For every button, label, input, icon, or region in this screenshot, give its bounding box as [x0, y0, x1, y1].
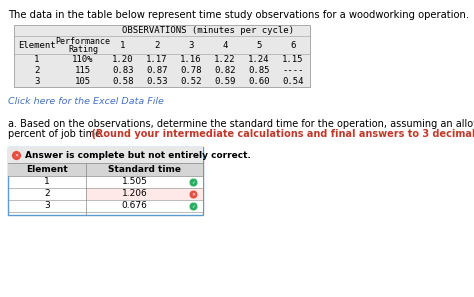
Text: 115: 115	[75, 66, 91, 75]
Text: 1.17: 1.17	[146, 55, 168, 64]
Text: 0.58: 0.58	[112, 77, 134, 86]
Text: Performance: Performance	[55, 37, 110, 45]
Text: 1: 1	[34, 55, 40, 64]
Text: 1.20: 1.20	[112, 55, 134, 64]
Bar	[86, 163, 203, 176]
Text: 0.53: 0.53	[146, 77, 168, 86]
Text: 1: 1	[120, 40, 126, 50]
Bar	[8, 147, 203, 215]
Text: 110%: 110%	[72, 55, 94, 64]
Text: 1.505: 1.505	[121, 178, 147, 187]
Text: Click here for the Excel Data File: Click here for the Excel Data File	[8, 97, 164, 106]
Text: The data in the table below represent time study observations for a woodworking : The data in the table below represent ti…	[8, 10, 469, 20]
Text: 0.676: 0.676	[121, 201, 147, 211]
Text: 1: 1	[44, 178, 50, 187]
Text: 1.15: 1.15	[282, 55, 304, 64]
Text: ✓: ✓	[191, 203, 195, 208]
Text: 1.16: 1.16	[180, 55, 202, 64]
Text: ✓: ✓	[191, 179, 195, 184]
Text: 3: 3	[44, 201, 50, 211]
Text: 1.24: 1.24	[248, 55, 270, 64]
Bar	[86, 200, 203, 212]
Bar	[86, 188, 203, 200]
Text: ✕: ✕	[14, 152, 18, 157]
Text: 1.206: 1.206	[122, 189, 147, 198]
Text: 0.78: 0.78	[180, 66, 202, 75]
Text: 0.60: 0.60	[248, 77, 270, 86]
Text: a. Based on the observations, determine the standard time for the operation, ass: a. Based on the observations, determine …	[8, 119, 474, 129]
Text: 5: 5	[256, 40, 262, 50]
Text: Rating: Rating	[68, 45, 98, 55]
Text: 2: 2	[44, 189, 50, 198]
Text: 2: 2	[34, 66, 40, 75]
Text: OBSERVATIONS (minutes per cycle): OBSERVATIONS (minutes per cycle)	[122, 26, 294, 35]
Bar	[14, 25, 310, 87]
Bar	[8, 147, 203, 163]
Text: Element: Element	[18, 40, 56, 50]
Text: Standard time: Standard time	[108, 165, 181, 174]
Text: 0.85: 0.85	[248, 66, 270, 75]
Text: ✕: ✕	[191, 192, 195, 197]
Text: ----: ----	[282, 66, 304, 75]
Text: 0.83: 0.83	[112, 66, 134, 75]
Text: (Round your intermediate calculations and final answers to 3 decimal places.): (Round your intermediate calculations an…	[88, 129, 474, 139]
Bar	[8, 163, 86, 176]
Text: Element: Element	[26, 165, 68, 174]
Text: 1.22: 1.22	[214, 55, 236, 64]
Text: 0.82: 0.82	[214, 66, 236, 75]
Bar	[86, 176, 203, 188]
Text: 0.52: 0.52	[180, 77, 202, 86]
Text: 6: 6	[290, 40, 296, 50]
Text: 105: 105	[75, 77, 91, 86]
Text: 3: 3	[188, 40, 194, 50]
Text: 3: 3	[34, 77, 40, 86]
Text: 0.59: 0.59	[214, 77, 236, 86]
Text: 2: 2	[155, 40, 160, 50]
Text: 0.87: 0.87	[146, 66, 168, 75]
Text: 0.54: 0.54	[282, 77, 304, 86]
Text: percent of job time.: percent of job time.	[8, 129, 104, 139]
Text: Answer is complete but not entirely correct.: Answer is complete but not entirely corr…	[25, 151, 251, 159]
Text: 4: 4	[222, 40, 228, 50]
